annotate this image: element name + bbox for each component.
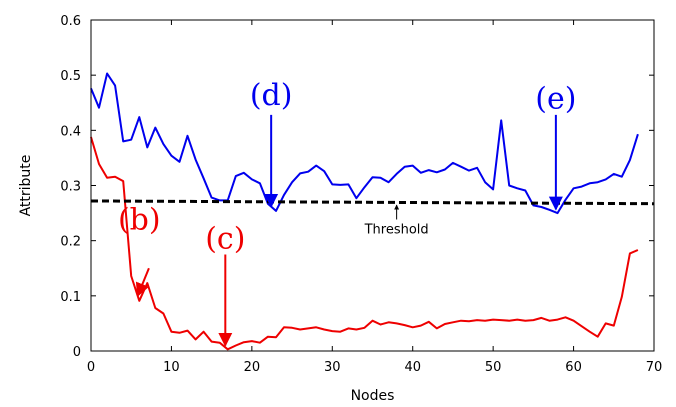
x-tick-label: 40 bbox=[404, 360, 421, 375]
y-tick-label: 0.2 bbox=[60, 235, 81, 250]
x-tick-label: 20 bbox=[244, 360, 261, 375]
y-tick-label: 0 bbox=[73, 345, 81, 360]
y-axis-label: Attribute bbox=[18, 155, 34, 217]
series-line-0 bbox=[90, 72, 639, 215]
callout-label: (d) bbox=[250, 78, 293, 113]
x-tick-label: 10 bbox=[163, 360, 180, 375]
series-layer bbox=[90, 72, 639, 351]
callout-arrow bbox=[135, 267, 150, 298]
callout-label: (b) bbox=[118, 203, 161, 238]
y-tick-label: 0.6 bbox=[60, 14, 81, 29]
x-tick-label: 60 bbox=[565, 360, 582, 375]
x-tick-label: 70 bbox=[646, 360, 663, 375]
y-tick-label: 0.5 bbox=[60, 69, 81, 84]
x-tick-label: 30 bbox=[324, 360, 341, 375]
callout-layer: (b) (c) (d) (e) bbox=[118, 78, 576, 347]
x-axis-label: Nodes bbox=[351, 388, 395, 404]
threshold-layer: Threshold bbox=[90, 199, 655, 237]
y-tick-label: 0.4 bbox=[60, 124, 81, 139]
plot-frame bbox=[90, 19, 655, 352]
y-tick-label: 0.3 bbox=[60, 180, 81, 195]
callout-label: (e) bbox=[535, 81, 576, 116]
threshold-line bbox=[90, 199, 655, 206]
threshold-label: Threshold bbox=[364, 222, 429, 237]
callout-label: (c) bbox=[205, 221, 245, 256]
axis-tick-labels: 0 10 20 30 40 50 60 70 0 0.1 0.2 0.3 0.4 0.5 0.6 bbox=[60, 14, 662, 375]
series-line-1 bbox=[90, 136, 639, 351]
y-tick-label: 0.1 bbox=[60, 290, 81, 305]
axis-ticks bbox=[90, 19, 655, 352]
x-tick-label: 50 bbox=[485, 360, 502, 375]
x-tick-label: 0 bbox=[87, 360, 95, 375]
